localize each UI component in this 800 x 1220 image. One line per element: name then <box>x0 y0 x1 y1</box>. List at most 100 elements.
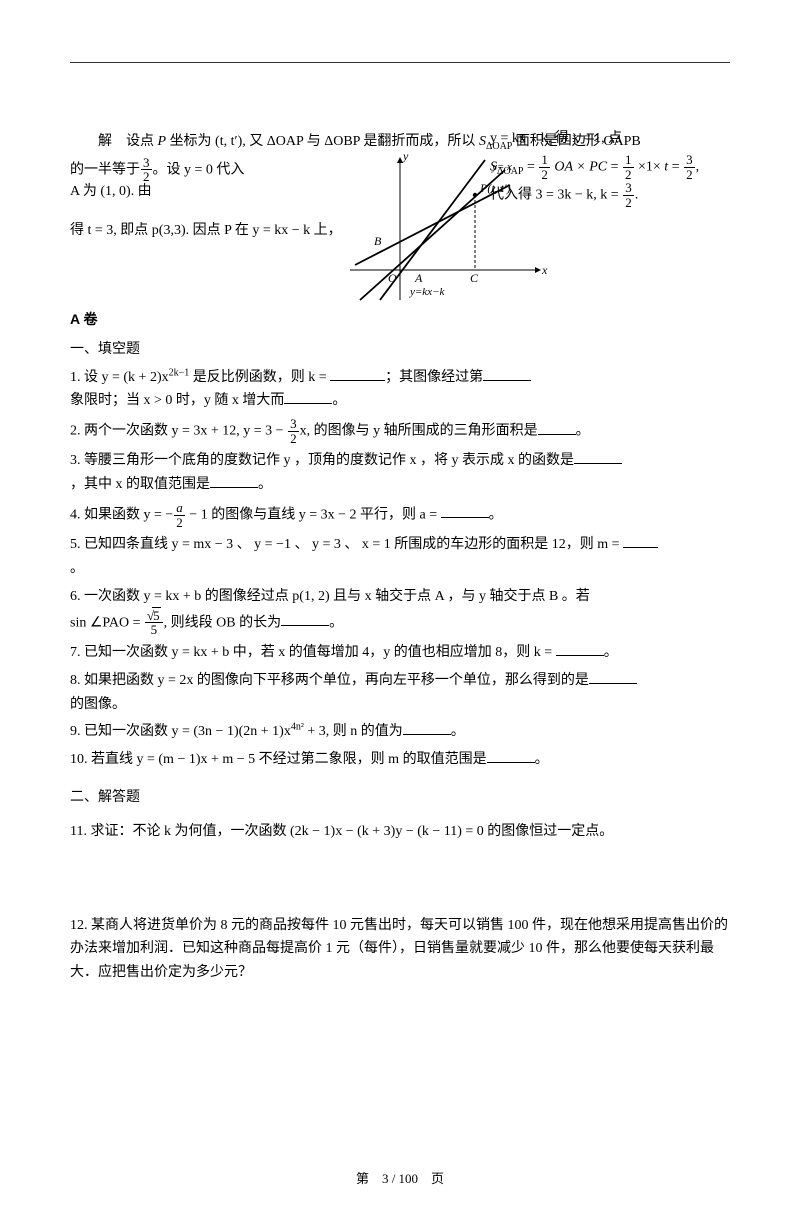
q4b: − 1 的图像与直线 y = 3x − 2 平行，则 a = <box>186 507 441 522</box>
q2: 2. 两个一次函数 y = 3x + 12, y = 3 − 32x, 的图像与… <box>70 417 730 445</box>
q3c: 。 <box>258 477 272 492</box>
fill-blank-section: 一、填空题 1. 设 y = (k + 2)x2k−1 是反比例函数，则 k =… <box>70 338 730 985</box>
q6d: 。 <box>329 615 343 630</box>
graph-label-yx: y= x <box>491 161 512 173</box>
frac-a-2: a2 <box>174 501 185 529</box>
n: a <box>174 501 185 516</box>
sqrt5: 5 <box>152 607 161 623</box>
q1: 1. 设 y = (k + 2)x2k−1 是反比例函数，则 k = ；其图像经… <box>70 366 730 414</box>
q9: 9. 已知一次函数 y = (3n − 1)(2n + 1)x4n² + 3, … <box>70 720 730 744</box>
d: 2 <box>141 170 152 184</box>
blank <box>210 473 258 488</box>
solution-graph: y x O A B C P(t, t′) y= x y=kx−k <box>330 150 560 310</box>
q6b: sin ∠PAO = <box>70 615 144 630</box>
sol-l1-mid: 坐标为 (t, t′), 又 ΔOAP 与 ΔOBP 是翻折而成，所以 <box>166 134 479 149</box>
blank <box>589 669 637 684</box>
page: 解 设点 P 坐标为 (t, t′), 又 ΔOAP 与 ΔOBP 是翻折而成，… <box>0 0 800 1220</box>
frac-3-2-b: 32 <box>684 153 695 181</box>
q6: 6. 一次函数 y = kx + b 的图像经过点 p(1, 2) 且与 x 轴… <box>70 585 730 637</box>
q7b: 。 <box>604 645 618 660</box>
graph-label-P: P(t, t′) <box>479 181 511 195</box>
d: 2 <box>623 196 634 210</box>
frac-1-2-b: 12 <box>623 153 634 181</box>
q5a: 5. 已知四条直线 y = mx − 3 、 y = −1 、 y = 3 、 … <box>70 537 623 552</box>
q2b: x, 的图像与 y 轴所围成的三角形面积是 <box>300 424 538 439</box>
frac-3-2-c: 32 <box>623 181 634 209</box>
top-rule <box>70 62 730 63</box>
d: 2 <box>684 168 695 182</box>
d: 5 <box>145 623 163 637</box>
q4a: 4. 如果函数 y = − <box>70 507 173 522</box>
solution-block: 解 设点 P 坐标为 (t, t′), 又 ΔOAP 与 ΔOBP 是翻折而成，… <box>70 130 730 300</box>
graph-label-y: y <box>402 150 409 163</box>
graph-label-C: C <box>470 271 479 285</box>
q7a: 7. 已知一次函数 y = kx + b 中，若 x 的值每增加 4，y 的值也… <box>70 645 556 660</box>
sol-l2-suffix: 。设 y = 0 代入 <box>153 162 245 177</box>
d: 2 <box>288 432 299 446</box>
n: 3 <box>288 417 299 432</box>
blank <box>483 366 531 381</box>
blank <box>623 533 658 548</box>
q5b: 。 <box>70 561 84 576</box>
d: 2 <box>623 168 634 182</box>
sol-right-1: y = kx − k, 得 x = 1, 点 <box>490 125 740 153</box>
graph-label-ykxk: y=kx−k <box>409 286 445 298</box>
q8a: 8. 如果把函数 y = 2x 的图像向下平移两个单位，再向左平移一个单位，那么… <box>70 673 589 688</box>
graph-label-x: x <box>541 263 548 277</box>
blank <box>284 389 332 404</box>
frac-sqrt5-5: 55 <box>145 609 163 637</box>
q7: 7. 已知一次函数 y = kx + b 中，若 x 的值每增加 4，y 的值也… <box>70 641 730 665</box>
part1-title: 一、填空题 <box>70 338 730 362</box>
q10b: 。 <box>535 752 549 767</box>
q11: 11. 求证：不论 k 为何值，一次函数 (2k − 1)x − (k + 3)… <box>70 820 730 844</box>
blank <box>487 748 535 763</box>
blank <box>441 503 489 518</box>
section-a-heading: A 卷 <box>70 308 730 332</box>
q3b: ，其中 x 的取值范围是 <box>70 477 210 492</box>
q1c: ；其图像经过第 <box>385 370 483 385</box>
page-footer: 第 3 / 100 页 <box>0 1168 800 1190</box>
q3a: 3. 等腰三角形一个底角的度数记作 y ，顶角的度数记作 x ，将 y 表示成 … <box>70 453 574 468</box>
q2c: 。 <box>576 424 590 439</box>
q6c: , 则线段 OB 的长为 <box>164 615 281 630</box>
q9c: 。 <box>451 724 465 739</box>
q1d: 象限时；当 x > 0 时，y 随 x 增大而 <box>70 393 284 408</box>
blank <box>281 611 329 626</box>
sol-l2-prefix: 的一半等于 <box>70 162 140 177</box>
q1b: 是反比例函数，则 k = <box>189 370 330 385</box>
q4c: 。 <box>489 507 503 522</box>
blank <box>574 449 622 464</box>
sol-l2b: A 为 (1, 0). 由 <box>70 184 152 199</box>
q3: 3. 等腰三角形一个底角的度数记作 y ，顶角的度数记作 x ，将 y 表示成 … <box>70 449 730 497</box>
graph-label-B: B <box>374 234 382 248</box>
blank <box>538 420 576 435</box>
n: 1 <box>623 153 634 168</box>
sol-P: P <box>158 134 167 149</box>
n: 3 <box>141 156 152 171</box>
n: 3 <box>684 153 695 168</box>
frac-3-2-q2: 32 <box>288 417 299 445</box>
d: 2 <box>174 516 185 530</box>
graph-label-O: O <box>388 271 397 285</box>
frac-3-2-a: 32 <box>141 156 152 184</box>
q8: 8. 如果把函数 y = 2x 的图像向下平移两个单位，再向左平移一个单位，那么… <box>70 669 730 717</box>
blank <box>330 366 385 381</box>
q1a: 1. 设 y = (k + 2)x <box>70 370 169 385</box>
q9a: 9. 已知一次函数 y = (3n − 1)(2n + 1)x <box>70 724 291 739</box>
q5: 5. 已知四条直线 y = mx − 3 、 y = −1 、 y = 3 、 … <box>70 533 730 581</box>
q1exp: 2k−1 <box>169 367 190 378</box>
n: 5 <box>145 609 163 624</box>
sol-l1-prefix: 解 设点 <box>98 134 158 149</box>
part2-title: 二、解答题 <box>70 786 730 810</box>
q9exp: 4n² <box>291 722 304 733</box>
sol-S: S <box>479 134 486 149</box>
q12: 12. 某商人将进货单价为 8 元的商品按每件 10 元售出时，每天可以销售 1… <box>70 914 730 985</box>
q10a: 10. 若直线 y = (m − 1)x + m − 5 不经过第二象限，则 m… <box>70 752 487 767</box>
blank <box>403 720 451 735</box>
q10: 10. 若直线 y = (m − 1)x + m − 5 不经过第二象限，则 m… <box>70 748 730 772</box>
q8b: 的图像。 <box>70 697 126 712</box>
q1e: 。 <box>332 393 346 408</box>
sol-l3: 得 t = 3, 即点 p(3,3). 因点 P 在 y = kx − k 上， <box>70 223 342 238</box>
OAPC: OA × PC <box>554 159 607 174</box>
graph-label-A: A <box>414 271 423 285</box>
